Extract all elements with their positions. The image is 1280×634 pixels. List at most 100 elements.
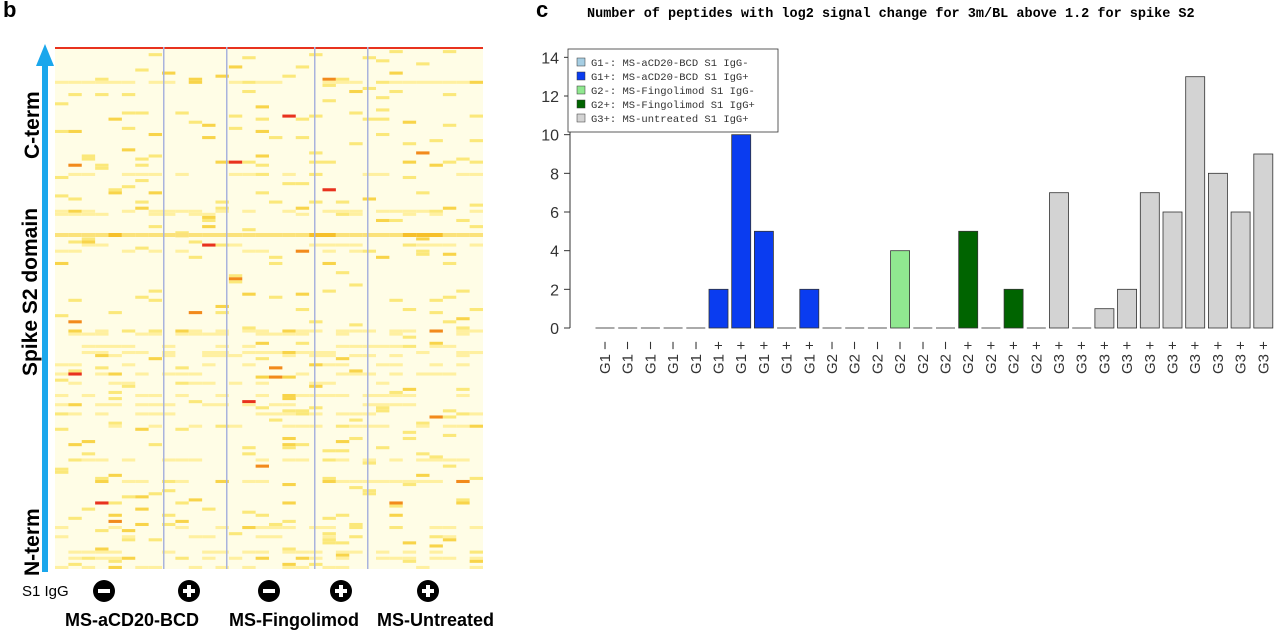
heatmap-cell [309, 200, 323, 204]
heatmap-cell [68, 458, 82, 462]
heatmap-cell [55, 261, 69, 266]
heatmap-cell [309, 151, 323, 155]
heatmap-cell [376, 406, 390, 410]
heatmap-cell [215, 403, 229, 407]
heatmap-cell [282, 114, 296, 118]
legend-swatch [576, 99, 586, 109]
x-tick-label: G2 − [824, 341, 841, 374]
heatmap-cell [55, 212, 69, 216]
heatmap-cell [55, 194, 69, 198]
heatmap-cell [68, 197, 82, 201]
heatmap-cell [456, 80, 470, 84]
heatmap-cell [228, 114, 243, 118]
heatmap-cell [362, 172, 377, 176]
heatmap-cell [188, 240, 203, 244]
heatmap-cell [135, 163, 149, 167]
y-tick-label: 6 [550, 205, 559, 222]
heatmap-cell [148, 191, 163, 195]
legend-box [567, 48, 779, 133]
heatmap-cell [282, 446, 296, 450]
heatmap-cell [362, 412, 377, 416]
heatmap-cell [416, 479, 430, 484]
heatmap-cell [376, 117, 390, 121]
heatmap-cell [202, 332, 216, 336]
heatmap-cell [55, 175, 69, 180]
heatmap-cell [309, 114, 323, 118]
heatmap-cell [55, 427, 69, 431]
heatmap-cell [68, 298, 82, 302]
heatmap-cell [135, 565, 149, 569]
heatmap-cell [95, 344, 109, 348]
heatmap-cell [108, 501, 122, 505]
heatmap-cell [202, 403, 216, 407]
heatmap-cell [148, 357, 163, 361]
heatmap-cell [282, 403, 296, 407]
x-tick-label: G2 + [960, 341, 977, 374]
heatmap-cell [135, 157, 149, 161]
heatmap-cell [121, 209, 136, 213]
heatmap-cell [135, 111, 149, 115]
heatmap-cell [322, 83, 336, 87]
heatmap-cell [309, 243, 323, 247]
heatmap-cell [215, 329, 229, 333]
heatmap-cell [349, 479, 363, 484]
heatmap-cell [215, 200, 229, 204]
x-tick-label: G3 + [1074, 341, 1091, 374]
heatmap-cell [148, 298, 163, 302]
heatmap-cell [68, 129, 82, 133]
heatmap-cell [282, 182, 296, 186]
heatmap-cell [108, 550, 122, 554]
heatmap-cell [162, 412, 176, 416]
heatmap-cell [162, 522, 176, 527]
heatmap-cell [135, 507, 149, 511]
heatmap-cell [215, 160, 229, 164]
heatmap-cell [282, 458, 296, 462]
heatmap-cell [108, 381, 122, 385]
heatmap-cell [121, 344, 136, 348]
heatmap-cell [416, 209, 430, 213]
heatmap-cell [322, 354, 336, 358]
heatmap-cell [389, 372, 403, 376]
heatmap-cell [469, 160, 484, 164]
heatmap-cell [442, 535, 457, 539]
heatmap-cell [456, 387, 470, 391]
heatmap-cell [68, 412, 82, 416]
heatmap-cell [389, 329, 403, 333]
y-tick-label: 14 [541, 50, 559, 67]
heatmap-cell [81, 565, 96, 569]
heatmap-cell [376, 393, 390, 398]
heatmap-cell [68, 516, 82, 520]
heatmap-cell [215, 344, 229, 348]
heatmap-cell [188, 400, 203, 404]
x-tick-label: G1 − [620, 341, 637, 374]
heatmap-cell [429, 212, 443, 216]
heatmap-cell [121, 479, 136, 484]
heatmap-cell [376, 255, 390, 259]
heatmap-cell [148, 172, 163, 176]
x-tick-label: G2 − [938, 341, 955, 374]
heatmap-cell [55, 314, 69, 318]
heatmap-cell [95, 403, 109, 407]
heatmap-cell [469, 565, 484, 569]
heatmap-cell [309, 329, 323, 333]
heatmap-cell [322, 249, 336, 253]
heatmap-cell [175, 381, 189, 385]
heatmap-cell [442, 80, 457, 84]
heatmap-cell [389, 89, 403, 94]
heatmap-cell [442, 50, 457, 54]
plus-sign-icon [330, 580, 352, 602]
heatmap-cell [95, 366, 109, 370]
heatmap-cell [121, 111, 136, 115]
heatmap-cell [389, 390, 403, 394]
heatmap-cell [402, 479, 417, 484]
heatmap-cell [429, 233, 443, 237]
heatmap-cell [242, 446, 256, 450]
heatmap-cell [175, 249, 189, 253]
heatmap-cell [121, 529, 136, 533]
heatmap-cell [322, 526, 336, 530]
heatmap-cell [175, 458, 189, 462]
heatmap-cell [148, 412, 163, 416]
heatmap-cell [469, 203, 484, 207]
heatmap-cell [255, 172, 270, 176]
heatmap-cell [81, 243, 96, 247]
